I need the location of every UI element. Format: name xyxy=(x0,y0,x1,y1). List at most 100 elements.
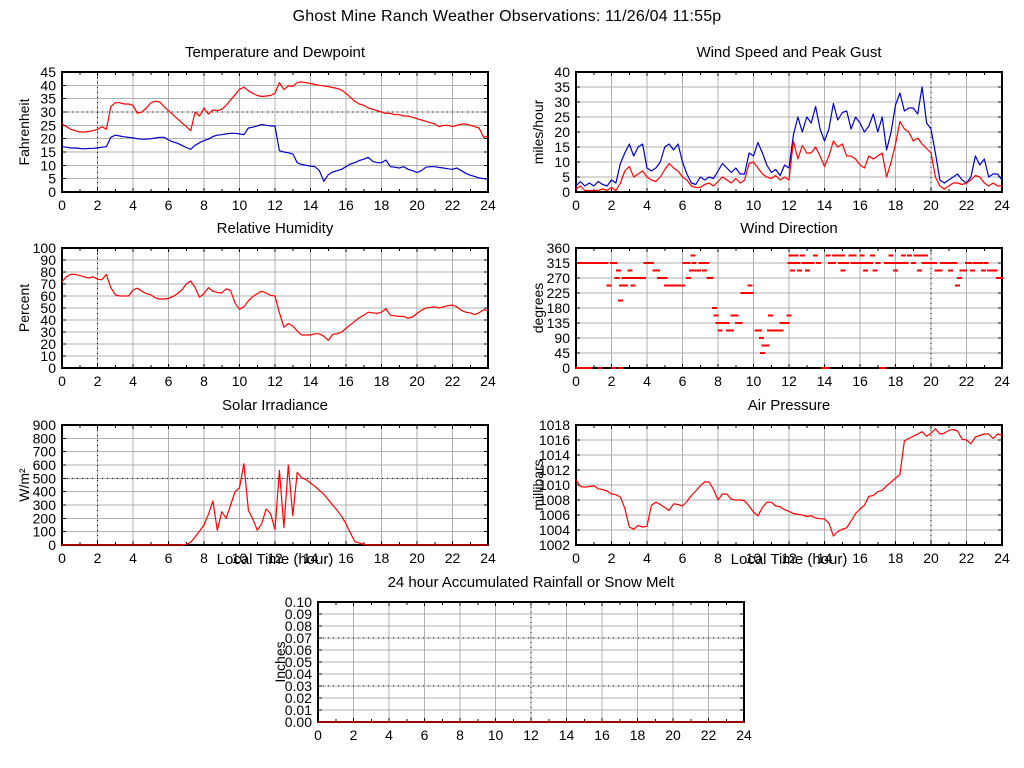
svg-text:16: 16 xyxy=(338,550,354,566)
svg-text:2: 2 xyxy=(94,197,102,213)
svg-text:0.10: 0.10 xyxy=(285,594,312,610)
svg-text:6: 6 xyxy=(421,727,429,743)
svg-text:8: 8 xyxy=(456,727,464,743)
svg-text:10: 10 xyxy=(746,373,762,389)
svg-text:10: 10 xyxy=(746,197,762,213)
svg-text:5: 5 xyxy=(48,171,56,187)
svg-text:40: 40 xyxy=(40,312,56,328)
svg-text:24: 24 xyxy=(480,550,496,566)
svg-text:4: 4 xyxy=(643,197,651,213)
svg-text:6: 6 xyxy=(679,550,687,566)
svg-text:50: 50 xyxy=(40,300,56,316)
svg-text:1016: 1016 xyxy=(539,432,570,448)
svg-text:18: 18 xyxy=(888,197,904,213)
svg-text:0.05: 0.05 xyxy=(285,654,312,670)
svg-text:90: 90 xyxy=(40,252,56,268)
svg-text:22: 22 xyxy=(959,197,975,213)
svg-text:100: 100 xyxy=(33,240,57,256)
svg-text:0.06: 0.06 xyxy=(285,642,312,658)
svg-text:400: 400 xyxy=(33,484,57,500)
svg-text:10: 10 xyxy=(40,348,56,364)
svg-text:18: 18 xyxy=(374,373,390,389)
svg-text:700: 700 xyxy=(33,444,57,460)
svg-text:4: 4 xyxy=(643,373,651,389)
svg-text:20: 20 xyxy=(409,197,425,213)
plot-area: 0 2 4 6 8 10 12 14 16 18 20 22 240.000.010.020.030.0… xyxy=(285,594,752,743)
svg-text:6: 6 xyxy=(679,373,687,389)
chart-air-pressure: Air Pressure millibars 0 2 4 6 8 10 12 14 16 18 20… xyxy=(514,393,1018,585)
svg-text:12: 12 xyxy=(267,550,283,566)
svg-text:12: 12 xyxy=(267,373,283,389)
svg-text:0.04: 0.04 xyxy=(285,666,312,682)
svg-text:30: 30 xyxy=(40,324,56,340)
svg-text:12: 12 xyxy=(781,550,797,566)
svg-text:0: 0 xyxy=(58,197,66,213)
svg-text:12: 12 xyxy=(781,373,797,389)
svg-text:80: 80 xyxy=(40,264,56,280)
svg-text:2: 2 xyxy=(608,373,616,389)
svg-text:10: 10 xyxy=(232,197,248,213)
svg-text:1002: 1002 xyxy=(539,537,570,553)
chart-title: Solar Irradiance xyxy=(222,397,328,414)
svg-text:20: 20 xyxy=(40,336,56,352)
svg-text:10: 10 xyxy=(232,550,248,566)
svg-text:2: 2 xyxy=(94,550,102,566)
svg-text:24: 24 xyxy=(994,197,1010,213)
svg-text:1008: 1008 xyxy=(539,492,570,508)
svg-text:0.09: 0.09 xyxy=(285,606,312,622)
svg-text:0: 0 xyxy=(562,184,570,200)
svg-text:35: 35 xyxy=(40,91,56,107)
svg-text:6: 6 xyxy=(165,197,173,213)
svg-text:5: 5 xyxy=(562,169,570,185)
svg-text:45: 45 xyxy=(40,64,56,80)
svg-text:200: 200 xyxy=(33,510,57,526)
svg-text:6: 6 xyxy=(165,373,173,389)
svg-text:25: 25 xyxy=(554,109,570,125)
chart-title: Wind Speed and Peak Gust xyxy=(696,44,882,61)
svg-text:20: 20 xyxy=(409,373,425,389)
svg-text:16: 16 xyxy=(852,197,868,213)
svg-text:8: 8 xyxy=(200,197,208,213)
plot-area: 0 2 4 6 8 10 12 14 16 18 20 22 240102030405060708090… xyxy=(33,240,496,389)
svg-text:0: 0 xyxy=(48,360,56,376)
svg-text:20: 20 xyxy=(923,550,939,566)
chart-solar-irradiance: Solar Irradiance W/m² 0 2 4 6 8 10 12 14 16 18 20 2… xyxy=(0,393,504,585)
svg-text:18: 18 xyxy=(888,550,904,566)
svg-text:10: 10 xyxy=(232,373,248,389)
svg-text:1014: 1014 xyxy=(539,447,570,463)
x-axis-label: Local Time (hour) xyxy=(730,551,848,568)
svg-text:14: 14 xyxy=(817,550,833,566)
svg-text:0: 0 xyxy=(562,360,570,376)
svg-text:0: 0 xyxy=(314,727,322,743)
svg-text:90: 90 xyxy=(554,330,570,346)
svg-text:1018: 1018 xyxy=(539,417,570,433)
svg-text:1010: 1010 xyxy=(539,477,570,493)
svg-text:4: 4 xyxy=(129,373,137,389)
svg-text:0.07: 0.07 xyxy=(285,630,312,646)
svg-text:30: 30 xyxy=(554,94,570,110)
svg-text:40: 40 xyxy=(554,64,570,80)
svg-text:4: 4 xyxy=(385,727,393,743)
svg-text:70: 70 xyxy=(40,276,56,292)
chart-title: Temperature and Dewpoint xyxy=(184,44,366,61)
svg-text:16: 16 xyxy=(852,550,868,566)
svg-text:100: 100 xyxy=(33,524,57,540)
svg-text:12: 12 xyxy=(523,727,539,743)
svg-text:225: 225 xyxy=(547,285,571,301)
svg-text:0: 0 xyxy=(48,184,56,200)
svg-text:16: 16 xyxy=(594,727,610,743)
svg-text:0.08: 0.08 xyxy=(285,618,312,634)
svg-text:0: 0 xyxy=(572,550,580,566)
svg-text:18: 18 xyxy=(630,727,646,743)
svg-text:22: 22 xyxy=(445,373,461,389)
svg-text:18: 18 xyxy=(374,197,390,213)
svg-text:0: 0 xyxy=(58,373,66,389)
svg-text:22: 22 xyxy=(959,550,975,566)
svg-text:22: 22 xyxy=(445,197,461,213)
plot-area: 0 2 4 6 8 10 12 14 16 18 20 22 240459013518022527031… xyxy=(547,240,1010,389)
svg-text:24: 24 xyxy=(480,197,496,213)
svg-text:6: 6 xyxy=(679,197,687,213)
